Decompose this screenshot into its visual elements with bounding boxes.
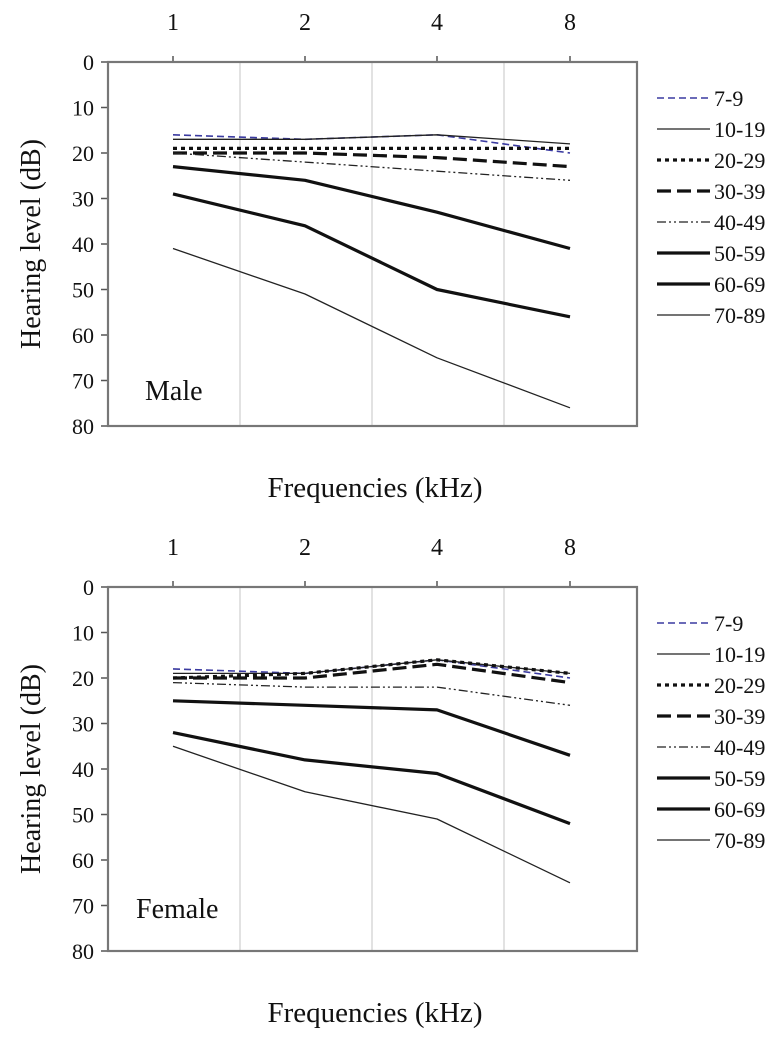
y-axis-label: Hearing level (dB)	[16, 139, 47, 349]
legend-label: 60-69	[714, 797, 765, 822]
series-line-30-39	[173, 151, 571, 169]
legend-label: 10-19	[714, 117, 765, 142]
legend-label: 70-89	[714, 303, 765, 328]
x-tick-label: 2	[299, 535, 311, 561]
y-tick-label: 10	[72, 621, 94, 646]
series-line-60-69	[172, 192, 571, 319]
y-tick-label: 0	[83, 575, 94, 600]
y-axis-label: Hearing level (dB)	[16, 664, 47, 874]
legend-label: 30-39	[714, 179, 765, 204]
legend-label: 40-49	[714, 210, 765, 235]
y-tick-label: 40	[72, 232, 94, 257]
y-tick-label: 40	[72, 757, 94, 782]
y-tick-label: 50	[72, 278, 94, 303]
legend-label: 20-29	[714, 673, 765, 698]
legend-label: 50-59	[714, 241, 765, 266]
plot-frame	[106, 60, 639, 428]
x-tick-label: 1	[167, 10, 179, 36]
y-tick-label: 70	[72, 369, 94, 394]
y-tick-label: 80	[72, 414, 94, 439]
series-line-20-29	[172, 658, 571, 680]
y-tick-label: 60	[72, 323, 94, 348]
x-tick-label: 1	[167, 535, 179, 561]
legend-label: 20-29	[714, 148, 765, 173]
legend-label: 40-49	[714, 735, 765, 760]
legend-label: 7-9	[714, 86, 743, 111]
panel-label: Male	[145, 376, 203, 407]
series-line-60-69	[172, 731, 571, 826]
y-tick-label: 70	[72, 894, 94, 919]
y-tick-label: 10	[72, 96, 94, 121]
series-line-40-49	[172, 152, 571, 181]
y-tick-label: 80	[72, 939, 94, 964]
series-line-50-59	[172, 699, 571, 757]
y-tick-label: 20	[72, 141, 94, 166]
y-tick-label: 50	[72, 803, 94, 828]
y-tick-label: 0	[83, 50, 94, 75]
legend-label: 30-39	[714, 704, 765, 729]
legend-label: 60-69	[714, 272, 765, 297]
y-tick-label: 30	[72, 712, 94, 737]
x-axis-label: Frequencies (kHz)	[268, 997, 483, 1029]
x-tick-label: 4	[431, 535, 443, 561]
series-line-70-89	[172, 247, 571, 409]
y-tick-label: 60	[72, 848, 94, 873]
plot-frame	[106, 585, 639, 953]
series-line-30-39	[173, 662, 571, 685]
x-tick-label: 8	[564, 10, 576, 36]
x-tick-label: 4	[431, 10, 443, 36]
panel-label: Female	[136, 894, 218, 925]
legend-label: 50-59	[714, 766, 765, 791]
series-line-10-19	[173, 134, 571, 145]
y-tick-label: 20	[72, 666, 94, 691]
x-tick-label: 8	[564, 535, 576, 561]
series-line-50-59	[172, 165, 571, 251]
legend-label: 70-89	[714, 828, 765, 853]
x-axis-label: Frequencies (kHz)	[268, 472, 483, 504]
y-tick-label: 30	[72, 187, 94, 212]
series-line-70-89	[172, 745, 571, 884]
series-line-40-49	[172, 681, 571, 706]
legend-label: 10-19	[714, 642, 765, 667]
legend-label: 7-9	[714, 611, 743, 636]
x-tick-label: 2	[299, 10, 311, 36]
